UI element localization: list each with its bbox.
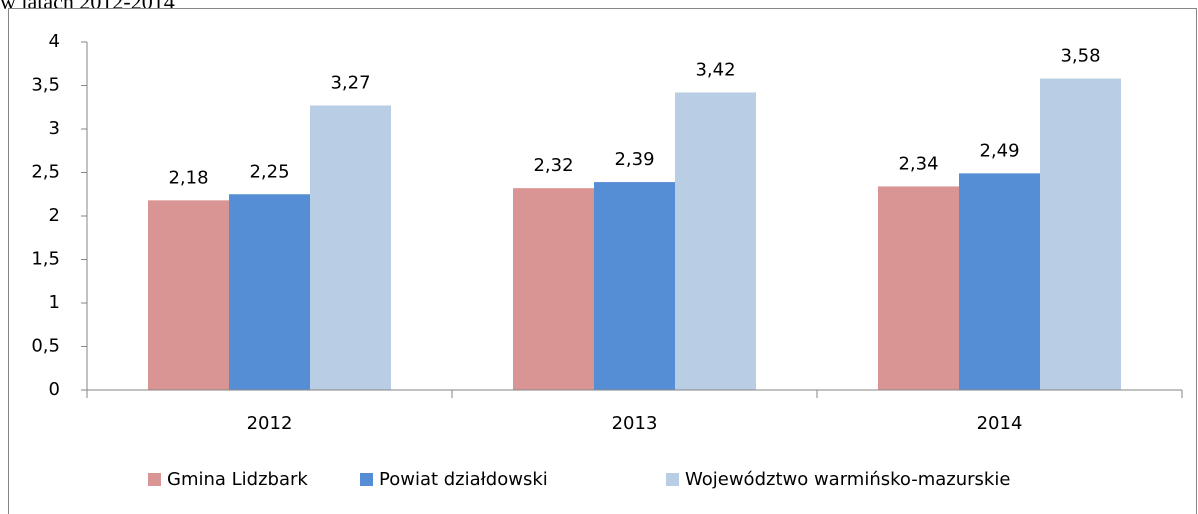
- chart-frame: [8, 8, 1197, 514]
- bar: [1040, 78, 1121, 390]
- legend-swatch: [666, 473, 679, 486]
- x-tick-label: 2012: [247, 413, 293, 434]
- bar: [229, 194, 310, 390]
- value-label: 3,58: [1060, 46, 1100, 67]
- y-tick-label: 1: [49, 292, 60, 313]
- bar: [310, 105, 391, 390]
- legend-label: Gmina Lidzbark: [167, 469, 308, 490]
- x-tick-label: 2014: [977, 413, 1023, 434]
- y-tick-label: 0,5: [31, 336, 60, 357]
- value-label: 2,18: [168, 167, 208, 188]
- value-label: 2,25: [249, 161, 289, 182]
- x-tick-label: 2013: [612, 413, 658, 434]
- value-label: 3,42: [695, 59, 735, 80]
- bar: [513, 188, 594, 390]
- value-label: 2,34: [898, 153, 938, 174]
- value-label: 3,27: [330, 73, 370, 94]
- bar: [675, 92, 756, 391]
- legend-label: Województwo warmińsko-mazurskie: [685, 469, 1010, 490]
- value-label: 2,32: [533, 155, 573, 176]
- bar: [959, 173, 1040, 390]
- y-tick-label: 2,5: [31, 162, 60, 183]
- y-tick-label: 4: [49, 31, 60, 52]
- y-tick-label: 3: [49, 118, 60, 139]
- y-tick-label: 0: [49, 379, 60, 400]
- legend-swatch: [360, 473, 373, 486]
- y-tick-label: 3,5: [31, 75, 60, 96]
- value-label: 2,49: [979, 140, 1019, 161]
- bar: [594, 182, 675, 390]
- value-label: 2,39: [614, 149, 654, 170]
- bar: [148, 200, 229, 390]
- bar: [878, 186, 959, 390]
- legend-label: Powiat działdowski: [379, 469, 548, 490]
- caption: w latach 2012-2014: [0, 0, 175, 14]
- y-tick-label: 2: [49, 205, 60, 226]
- y-tick-label: 1,5: [31, 249, 60, 270]
- legend-swatch: [148, 473, 161, 486]
